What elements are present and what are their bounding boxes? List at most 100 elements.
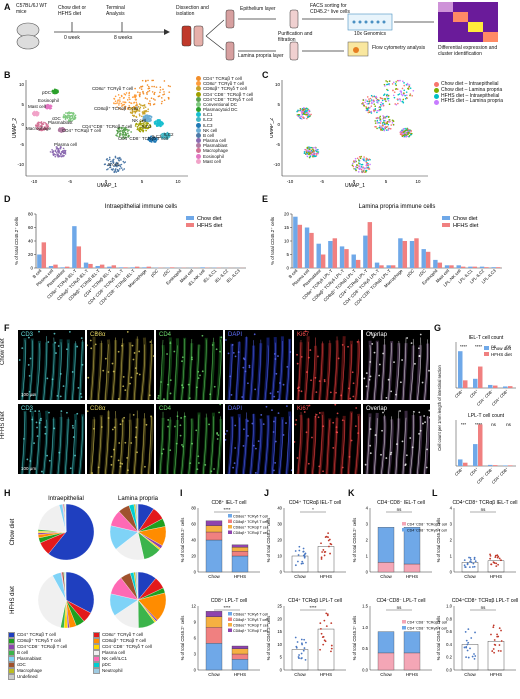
chart-d-legend-swatch (186, 223, 194, 227)
micro-cell (266, 406, 268, 408)
micro-cell (381, 430, 383, 432)
micro-cell (138, 351, 140, 353)
umap-point (136, 103, 138, 105)
micro-cell (167, 426, 169, 428)
umap-point (311, 150, 313, 152)
micro-cell (121, 463, 123, 465)
micro-cell (231, 394, 233, 396)
micro-cell (197, 468, 199, 470)
panel-j-top-ytick: 20 (277, 538, 282, 543)
micro-cell (336, 431, 338, 433)
panel-k-top-ytick: 4 (366, 506, 369, 511)
micro-cell (273, 396, 275, 398)
umap-point (367, 164, 369, 166)
chart-e-legend-label: HFHS diet (453, 223, 479, 229)
micro-cell (72, 371, 74, 373)
umap-point (147, 80, 149, 82)
panel-k-bottom-title: CD4⁻CD8⁻ LPL-T cell (376, 598, 425, 604)
umap-point (393, 95, 395, 97)
umap-point (147, 88, 149, 90)
umap-point (380, 104, 382, 106)
umap-point (113, 159, 115, 161)
micro-cell (127, 331, 129, 333)
umap-point (369, 159, 371, 161)
micro-cell (69, 331, 71, 333)
panel-l-top-dot (474, 566, 476, 568)
umap-point (361, 170, 363, 172)
micro-cell (249, 366, 251, 368)
panel-g-title: IEL-T cell count (469, 335, 504, 341)
lamina-label: Lamina propria layer (238, 54, 284, 60)
panel-i-top-ytick: 0 (194, 570, 197, 575)
panel-g-bar (473, 379, 478, 388)
panel-l-top-dot (490, 555, 492, 557)
umap-point (361, 164, 363, 166)
micro-cell (210, 470, 212, 472)
umap-point (303, 113, 305, 115)
micro-cell (216, 433, 218, 435)
panel-i-top-xtick: Chow (208, 574, 220, 579)
umap-cluster-label: CD4⁻CD8⁻ TCRγδ T cell (118, 136, 168, 141)
panel-j-bottom-dot (301, 639, 303, 641)
umap-point (33, 111, 35, 113)
umap-point (145, 97, 147, 99)
umap-point (402, 88, 404, 90)
micro-cell (401, 359, 403, 361)
legend-label: CD8αα⁺ TCRγδ T cell (233, 612, 268, 616)
micro-cell (113, 371, 115, 373)
micro-cell (191, 443, 193, 445)
panel-j-top-title: CD4⁺ TCRαβ IEL-T cell (289, 500, 341, 506)
umap-point (121, 103, 123, 105)
chart-e-xtick-label: cDC (417, 268, 426, 277)
umap-point (46, 107, 48, 109)
micro-cell (245, 371, 247, 373)
umap-point (34, 112, 36, 114)
tube-icon (226, 10, 234, 28)
umap-point (366, 109, 368, 111)
micro-cell (396, 443, 398, 445)
micro-cell (76, 346, 78, 348)
legend-label: CD8αβ⁺ TCRγδ T cell (17, 638, 61, 643)
micro-cell (322, 425, 324, 427)
micro-cell (122, 420, 124, 422)
umap-point (46, 104, 48, 106)
micro-cell (202, 370, 204, 372)
micro-cell (379, 364, 381, 366)
umap-cluster-label: CD4⁺ TCRαβ T cell (62, 128, 101, 133)
panel-i-top-ytick: 20 (191, 554, 196, 559)
panel-l-bottom-ytick: 0.6 (446, 629, 452, 634)
umap-point (37, 122, 39, 124)
umap-point (142, 105, 144, 107)
umap-point (128, 97, 130, 99)
umap-point (355, 158, 357, 160)
umap-point (129, 102, 131, 104)
epithelium-label: Epithelium layer (240, 7, 276, 13)
chart-d-bar (49, 266, 53, 268)
umap-point (117, 132, 119, 134)
panel-i-bottom-xtick: HFHS (234, 672, 246, 677)
chart-e-bar (480, 267, 484, 268)
legend-swatch (228, 618, 232, 622)
umap-point (158, 96, 160, 98)
umap-point (389, 103, 391, 105)
panel-k-bottom-xtick: HFHS (406, 672, 418, 677)
micro-cell (370, 452, 372, 454)
chart-e-legend-swatch (442, 223, 450, 227)
umap-point (386, 96, 388, 98)
micro-cell (66, 412, 68, 414)
micro-cell (274, 353, 276, 355)
pie-row-title: Chow diet (10, 518, 16, 545)
umap-point (129, 99, 131, 101)
umap-point (147, 84, 149, 86)
panel-j-top-dot (301, 563, 303, 565)
micro-channel-label: CD8α (90, 332, 105, 338)
umap-point (147, 91, 149, 93)
micro-cell (173, 351, 175, 353)
micro-cell (316, 414, 318, 416)
legend-label: NK cell/ILC1 (102, 656, 127, 661)
panel-l-top-xtick: HFHS (490, 574, 502, 579)
micro-cell (289, 351, 291, 353)
panel-g-legend-label: HFHS diet (491, 352, 513, 357)
micro-cell (409, 437, 411, 439)
panel-l-top-dot (491, 563, 493, 565)
